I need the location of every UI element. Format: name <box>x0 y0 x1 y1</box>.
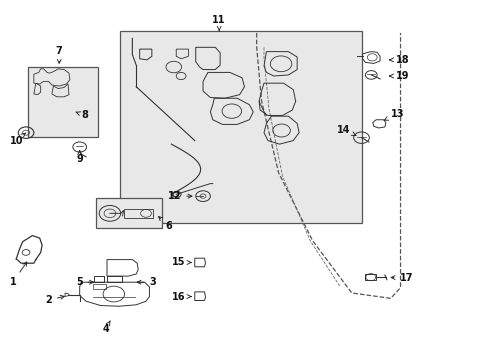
Text: 5: 5 <box>76 277 93 287</box>
Text: 11: 11 <box>212 15 225 31</box>
Text: 12: 12 <box>167 191 192 201</box>
Text: 7: 7 <box>56 46 62 63</box>
Text: 13: 13 <box>384 109 404 120</box>
FancyBboxPatch shape <box>27 67 98 137</box>
Text: 9: 9 <box>76 150 83 164</box>
Text: 3: 3 <box>137 277 156 287</box>
FancyBboxPatch shape <box>120 31 361 223</box>
Text: 2: 2 <box>45 295 64 305</box>
Text: 18: 18 <box>389 55 408 65</box>
Text: 6: 6 <box>158 217 172 231</box>
Text: 10: 10 <box>10 133 26 145</box>
Text: 16: 16 <box>171 292 191 302</box>
Text: 14: 14 <box>337 125 355 136</box>
Text: 1: 1 <box>9 262 27 287</box>
FancyBboxPatch shape <box>96 198 161 228</box>
Text: 15: 15 <box>171 257 191 267</box>
Text: 19: 19 <box>389 71 408 81</box>
Text: 17: 17 <box>390 273 412 283</box>
Text: 8: 8 <box>76 111 88 121</box>
Text: 4: 4 <box>102 321 110 334</box>
